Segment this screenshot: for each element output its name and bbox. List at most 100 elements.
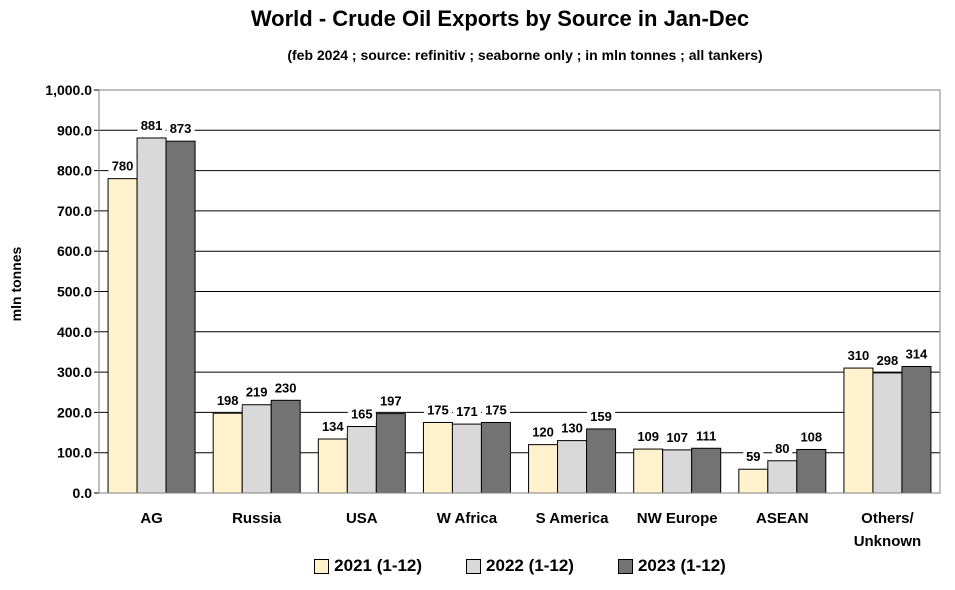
legend-label: 2021 (1-12)	[334, 556, 423, 575]
bar	[136, 137, 167, 494]
data-label: 108	[800, 429, 822, 444]
data-label: 165	[351, 407, 373, 422]
data-label: 780	[112, 159, 134, 174]
bar	[586, 428, 617, 494]
data-label-bg	[797, 429, 826, 445]
x-category-labels: AG Russia USA W Africa S America NW Europe ASE…	[140, 510, 921, 550]
y-tick-label: 900.0	[57, 122, 92, 138]
bar	[241, 404, 272, 494]
data-label: 219	[246, 385, 268, 400]
bar	[451, 423, 482, 494]
bar	[843, 367, 874, 494]
data-label: 171	[456, 404, 478, 419]
data-label-bg	[873, 352, 902, 368]
bar	[375, 413, 406, 494]
x-category-label: Others/Unknown	[854, 510, 922, 550]
data-label-bg	[423, 402, 452, 418]
data-label-bg	[772, 440, 793, 456]
data-label: 314	[906, 346, 928, 361]
plot-frame	[98, 89, 941, 494]
data-label-bg	[213, 393, 242, 409]
data-label: 134	[322, 419, 344, 434]
legend-item: 2022 (1-12)	[466, 556, 574, 576]
bar	[270, 399, 301, 494]
data-label: 197	[380, 394, 402, 409]
data-label: 59	[746, 449, 760, 464]
x-category-label: NW Europe	[637, 510, 718, 527]
chart-subtitle: (feb 2024 ; source: refinitiv ; seaborne…	[287, 47, 763, 63]
data-label: 298	[877, 353, 899, 368]
bar	[633, 448, 664, 494]
data-label-bg	[376, 393, 405, 409]
data-label: 881	[141, 118, 163, 133]
data-label: 80	[775, 441, 789, 456]
bar	[691, 447, 722, 494]
legend: 2021 (1-12) 2022 (1-12) 2023 (1-12)	[0, 556, 955, 576]
data-label: 159	[590, 409, 612, 424]
legend-swatch	[466, 558, 482, 574]
data-label-bg	[692, 428, 721, 444]
bar	[317, 438, 348, 494]
y-tick-label: 100.0	[57, 445, 92, 461]
data-label-bg	[347, 406, 376, 422]
data-label-bg	[743, 449, 764, 465]
data-label-bg	[242, 384, 271, 400]
bar	[212, 412, 243, 494]
bar	[422, 421, 453, 494]
data-label-bg	[481, 402, 510, 418]
legend-label: 2023 (1-12)	[637, 556, 726, 575]
data-label-bg	[844, 348, 873, 364]
data-label: 175	[427, 402, 449, 417]
bar	[528, 444, 559, 494]
data-labels: 780 198 134 175 120 109 59 310 881 219 165 171 130 10…	[108, 117, 931, 465]
data-label-bg	[318, 418, 347, 434]
bar	[767, 460, 798, 494]
y-tick-label: 300.0	[57, 364, 92, 380]
data-label: 310	[848, 348, 870, 363]
data-label-bg	[663, 429, 692, 445]
chart-title: World - Crude Oil Exports by Source in J…	[250, 6, 750, 31]
data-label-bg	[452, 404, 481, 420]
data-label: 873	[170, 121, 192, 136]
legend-label: 2022 (1-12)	[486, 556, 574, 575]
data-label: 107	[666, 430, 688, 445]
data-label: 230	[275, 380, 297, 395]
y-tick-label: 400.0	[57, 324, 92, 340]
x-category-label: USA	[346, 510, 378, 527]
legend-item: 2023 (1-12)	[617, 556, 726, 576]
y-tick-labels: 0.0 100.0 200.0 300.0 400.0 500.0 600.0 700.0 80…	[45, 82, 92, 501]
data-label: 109	[637, 429, 659, 444]
y-tick-label: 200.0	[57, 404, 92, 420]
y-tick-label: 0.0	[73, 485, 93, 501]
data-label: 198	[217, 393, 239, 408]
x-category-label: S America	[536, 510, 609, 527]
data-label: 130	[561, 421, 583, 436]
y-tick-label: 700.0	[57, 203, 92, 219]
bar	[480, 421, 511, 494]
data-label-bg	[271, 380, 300, 396]
bar	[738, 468, 769, 494]
x-category-label: W Africa	[437, 510, 498, 527]
x-category-label: ASEAN	[756, 510, 809, 527]
bars	[107, 137, 932, 494]
data-label-bg	[529, 424, 558, 440]
legend-swatch	[617, 558, 633, 574]
x-category-label: AG	[140, 510, 163, 527]
y-tick-label: 600.0	[57, 243, 92, 259]
data-label-bg	[166, 121, 195, 137]
data-label-bg	[137, 117, 166, 133]
x-category-label: Russia	[232, 510, 282, 527]
bar	[662, 449, 693, 494]
bar	[872, 372, 903, 494]
data-label-bg	[587, 408, 616, 424]
bar	[557, 440, 588, 494]
bar	[796, 448, 827, 494]
y-tick-label: 500.0	[57, 284, 92, 300]
legend-swatch	[314, 558, 330, 574]
data-label: 175	[485, 402, 507, 417]
data-label-bg	[108, 158, 137, 174]
bar	[165, 140, 196, 494]
legend-item: 2021 (1-12)	[314, 556, 422, 576]
data-label-bg	[902, 346, 931, 362]
